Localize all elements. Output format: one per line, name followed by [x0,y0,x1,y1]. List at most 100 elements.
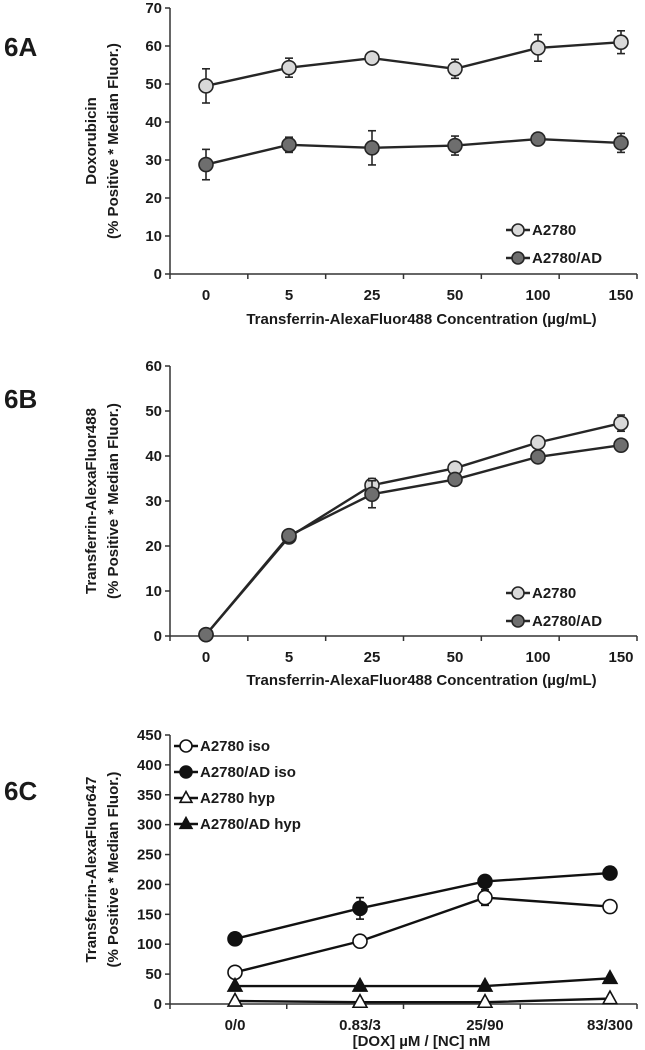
y-tick-label: 50 [145,76,162,93]
legend-label: A2780/AD iso [200,764,296,781]
data-point [613,415,629,431]
data-point [613,437,629,454]
series-line [234,997,611,1004]
legend-label: A2780/AD hyp [200,816,301,833]
x-tick-label: 50 [447,649,464,666]
y-tick-label: 100 [137,936,162,953]
x-tick-label: 0.83/3 [339,1017,381,1034]
panel-label-6a: 6A [4,32,37,62]
y-tick-label: 20 [145,538,162,555]
x-axis-title: [DOX] µM / [NC] nM [353,1033,491,1050]
y-tick-label: 10 [145,228,162,245]
y-tick-label: 250 [137,847,162,864]
data-point [447,137,463,154]
y-tick-label: 350 [137,787,162,804]
data-point [226,976,244,992]
data-point [530,449,546,465]
x-tick-label: 150 [608,649,633,666]
data-point [281,59,297,76]
y-tick-label: 400 [137,757,162,774]
x-tick-label: 100 [525,287,550,304]
series-line [205,137,622,166]
data-point [178,815,194,830]
data-point [364,486,380,503]
y-tick-label: 30 [145,152,162,169]
data-point [198,156,214,173]
data-point [476,992,494,1009]
series-a2780-ad-iso [227,865,618,947]
series-a2780-hyp [226,989,619,1009]
data-point [601,989,619,1005]
y-tick-label: 450 [137,727,162,744]
legend-label: A2780 hyp [200,790,275,807]
panel-label-6b: 6B [4,384,37,414]
legend-label: A2780/AD [532,250,602,267]
y-axis-title-line: Transferrin-AlexaFluor488 [83,408,100,594]
y-tick-label: 300 [137,817,162,834]
data-point [198,626,214,643]
chart-6b: 0 10 20 30 40 50 60 0 5 25 50 100 150 Transferrin-Ale… [83,358,638,689]
y-axis-title-line: Doxorubicin [83,97,100,185]
x-axis-title: Transferrin-AlexaFluor488 Concentration … [246,311,596,328]
y-tick-label: 20 [145,190,162,207]
y-tick-label: 70 [145,0,162,17]
data-point [530,40,546,56]
data-point [447,61,463,77]
data-point [602,865,618,881]
data-point [613,34,629,51]
y-tick-label: 150 [137,906,162,923]
legend-label: A2780 [532,222,576,239]
data-point [179,739,193,753]
data-point [281,527,297,544]
data-point [352,933,368,950]
data-point [352,900,368,917]
y-axis-title-line: (% Positive * Median Fluor.) [105,403,122,599]
y-tick-label: 0 [154,996,162,1013]
data-point [351,976,369,992]
series-a2780-ad [198,129,629,181]
data-point [530,131,546,147]
y-tick-label: 50 [145,966,162,983]
data-point [227,931,243,947]
data-point [179,765,193,779]
chart-6c: 0 50 100 150 200 250 300 350 400 450 0/0 0.83/3 25/9… [83,727,638,1050]
legend-label: A2780 iso [200,738,270,755]
y-tick-label: 10 [145,583,162,600]
series-a2780-iso [227,889,618,981]
data-point [477,889,493,906]
data-point [602,898,618,915]
x-tick-label: 100 [525,649,550,666]
x-tick-label: 0 [202,649,210,666]
x-tick-label: 150 [608,287,633,304]
series-line [235,977,611,988]
y-axis-title-line: (% Positive * Median Fluor.) [105,772,122,968]
series-line [205,444,622,636]
chart-6a: 0 10 20 30 40 50 60 70 0 5 25 50 100 150 Transferrin-A… [83,0,638,328]
data-point [351,992,369,1009]
data-point [511,251,525,265]
x-tick-label: 25/90 [466,1017,504,1034]
y-tick-label: 50 [145,403,162,420]
x-tick-label: 50 [447,287,464,304]
x-tick-label: 25 [364,649,381,666]
y-tick-label: 0 [154,266,162,283]
y-tick-label: 60 [145,38,162,55]
data-point [511,223,525,237]
data-point [476,976,494,992]
series-a2780 [198,29,629,104]
y-axis-title-line: Transferrin-AlexaFluor647 [83,777,100,963]
x-tick-label: 5 [285,649,293,666]
y-tick-label: 40 [145,448,162,465]
y-axis-title-line: (% Positive * Median Fluor.) [105,43,122,239]
x-tick-label: 0 [202,287,210,304]
series-line [205,41,622,88]
series-a2780 [198,414,629,643]
series-a2780-ad-hyp [226,969,619,992]
data-point [601,969,619,985]
data-point [226,991,244,1007]
x-tick-label: 83/300 [587,1017,633,1034]
data-point [613,135,629,151]
data-point [198,78,214,94]
